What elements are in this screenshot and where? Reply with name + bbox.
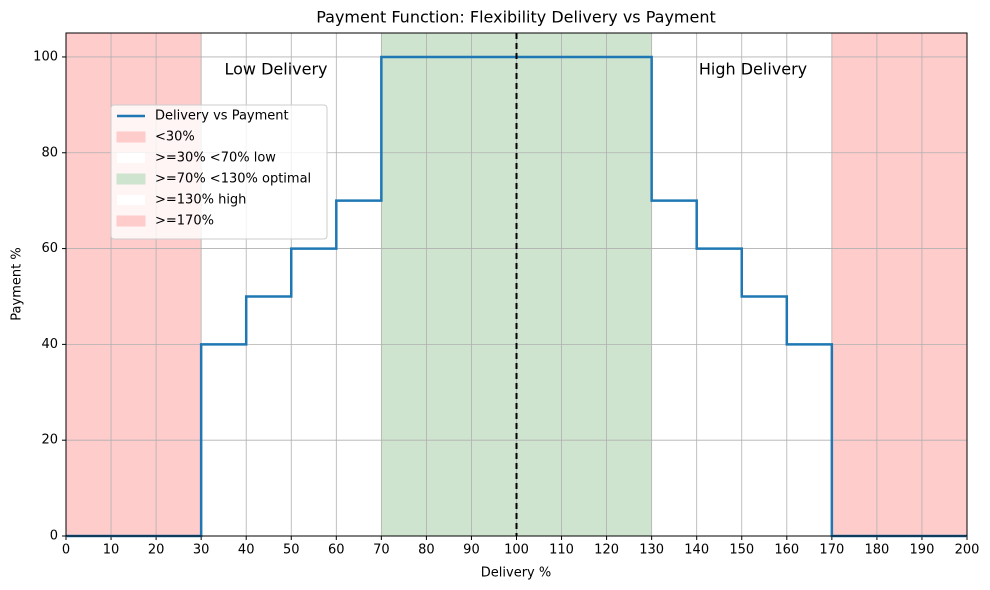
x-tick-label: 140 xyxy=(684,543,709,558)
legend-label: >=130% high xyxy=(155,193,246,208)
legend-box xyxy=(110,104,328,240)
y-tick-label: 0 xyxy=(50,529,58,544)
annotation: Low Delivery xyxy=(224,60,327,79)
x-tick-label: 20 xyxy=(148,543,165,558)
x-tick-label: 100 xyxy=(504,543,529,558)
legend-label: >=170% xyxy=(155,214,214,229)
x-tick-label: 200 xyxy=(955,543,980,558)
x-tick-label: 170 xyxy=(819,543,844,558)
x-tick-label: 0 xyxy=(62,543,70,558)
legend-swatch xyxy=(116,131,146,143)
x-tick-label: 150 xyxy=(729,543,754,558)
y-tick-label: 100 xyxy=(33,49,58,64)
legend-swatch xyxy=(117,195,145,205)
x-tick-label: 60 xyxy=(328,543,345,558)
x-tick-label: 70 xyxy=(373,543,390,558)
annotation: High Delivery xyxy=(699,60,807,79)
y-tick-label: 20 xyxy=(41,433,58,448)
legend-label: >=30% <70% low xyxy=(155,151,276,166)
y-tick-label: 80 xyxy=(41,145,58,160)
y-axis-label: Payment % xyxy=(10,247,25,320)
legend: Delivery vs Payment <30% >=30% <70% low >=7… xyxy=(110,104,328,240)
x-tick-label: 40 xyxy=(238,543,255,558)
plot-frame xyxy=(65,32,968,537)
x-tick-label: 90 xyxy=(463,543,480,558)
x-tick-label: 130 xyxy=(639,543,664,558)
chart-title: Payment Function: Flexibility Delivery v… xyxy=(316,8,716,27)
legend-label: <30% xyxy=(155,130,195,145)
span xyxy=(831,33,967,536)
legend-swatch xyxy=(117,153,145,163)
y-tick-label: 40 xyxy=(41,337,58,352)
x-tick-label: 160 xyxy=(774,543,799,558)
y-tick-label: 60 xyxy=(41,241,58,256)
x-tick-label: 190 xyxy=(910,543,935,558)
legend-swatch xyxy=(116,215,146,227)
legend-label: >=70% <130% optimal xyxy=(155,172,311,187)
x-tick-label: 50 xyxy=(283,543,300,558)
x-tick-label: 110 xyxy=(549,543,574,558)
x-tick-label: 120 xyxy=(594,543,619,558)
x-tick-label: 180 xyxy=(864,543,889,558)
x-axis-label: Delivery % xyxy=(481,566,551,581)
legend-label: Delivery vs Payment xyxy=(155,109,289,124)
x-tick-label: 80 xyxy=(418,543,435,558)
legend-swatch xyxy=(116,173,146,185)
x-tick-label: 30 xyxy=(193,543,210,558)
x-tick-label: 10 xyxy=(103,543,120,558)
